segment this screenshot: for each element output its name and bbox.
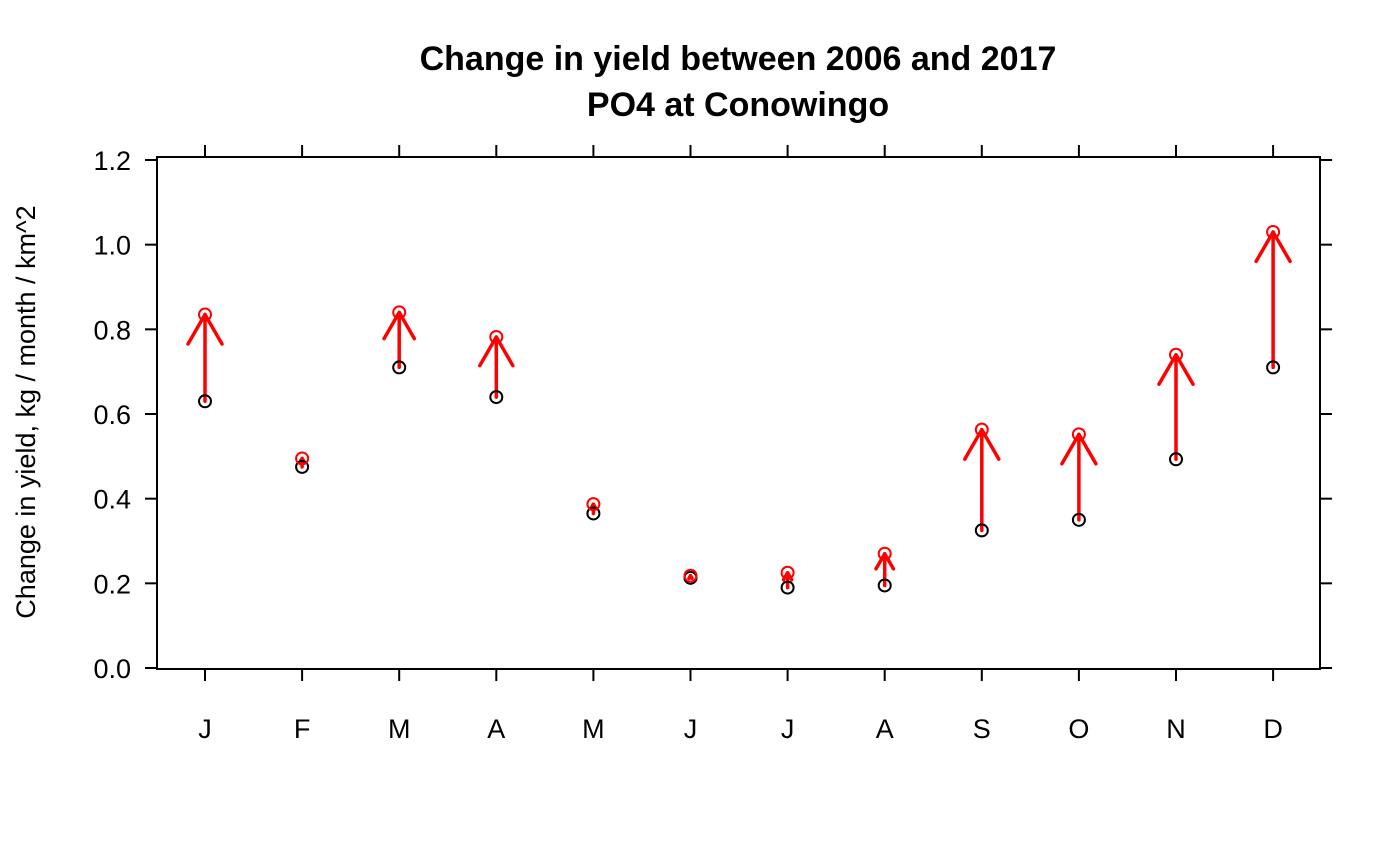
arrow-head-5 — [687, 573, 694, 581]
chart-subtitle: PO4 at Conowingo — [587, 86, 889, 124]
x-tick-label-2: M — [388, 714, 411, 744]
point-s0-6 — [780, 580, 795, 595]
arrow-head-7 — [874, 551, 896, 571]
point-s1-11 — [1266, 224, 1281, 239]
arrow-head-8 — [963, 427, 1001, 461]
chart-title: Change in yield between 2006 and 2017 — [420, 40, 1057, 78]
arrows — [186, 230, 1292, 590]
y-tick-label-2: 0.4 — [93, 485, 131, 515]
arrow-head-3 — [478, 335, 515, 368]
point-s1-0 — [198, 307, 212, 322]
x-tick-label-0: J — [198, 714, 212, 744]
arrow-head-0 — [186, 312, 224, 346]
point-s1-4 — [586, 497, 601, 512]
arrow-head-9 — [1060, 432, 1098, 466]
point-s1-6 — [780, 565, 795, 580]
arrow-head-10 — [1157, 352, 1195, 386]
x-tick-label-4: M — [582, 714, 605, 744]
point-s1-8 — [974, 422, 989, 437]
point-s1-2 — [392, 305, 407, 320]
point-s1-9 — [1071, 427, 1086, 442]
plot-frame — [156, 156, 1321, 670]
y-tick-label-6: 1.2 — [93, 146, 131, 176]
y-tick-label-3: 0.6 — [93, 400, 131, 430]
point-s1-5 — [683, 568, 698, 583]
x-tick-label-6: J — [781, 714, 795, 744]
x-tick-label-1: F — [294, 714, 311, 744]
x-tick-label-8: S — [973, 714, 991, 744]
point-s0-7 — [877, 578, 892, 593]
points — [198, 224, 1281, 595]
y-axis: 0.0 0.2 0.4 0.6 0.8 1.0 1.2 — [93, 146, 1332, 684]
y-tick-label-5: 1.0 — [93, 231, 131, 261]
point-s1-1 — [295, 451, 310, 466]
x-tick-label-3: A — [487, 714, 505, 744]
point-s0-1 — [295, 459, 310, 474]
x-tick-label-7: A — [876, 714, 894, 744]
x-tick-label-5: J — [684, 714, 698, 744]
point-s0-2 — [392, 360, 407, 375]
point-s1-3 — [489, 329, 504, 344]
point-s0-4 — [586, 506, 601, 521]
arrow-head-2 — [382, 310, 417, 341]
y-axis-label: Change in yield, kg / month / km^2 — [11, 205, 41, 618]
arrow-head-11 — [1254, 230, 1292, 264]
point-s0-8 — [974, 523, 989, 538]
x-tick-label-11: D — [1263, 714, 1283, 744]
point-s1-7 — [877, 546, 892, 561]
point-s0-3 — [489, 390, 504, 405]
y-tick-label-1: 0.2 — [93, 569, 131, 599]
point-s0-0 — [198, 394, 212, 409]
point-s0-9 — [1071, 512, 1086, 527]
point-s1-10 — [1169, 347, 1183, 362]
y-tick-label-4: 0.8 — [93, 315, 131, 345]
point-s0-10 — [1169, 452, 1183, 467]
y-tick-label-0: 0.0 — [93, 654, 131, 684]
x-tick-label-9: O — [1068, 714, 1089, 744]
point-s0-11 — [1266, 360, 1281, 375]
x-tick-label-10: N — [1166, 714, 1186, 744]
